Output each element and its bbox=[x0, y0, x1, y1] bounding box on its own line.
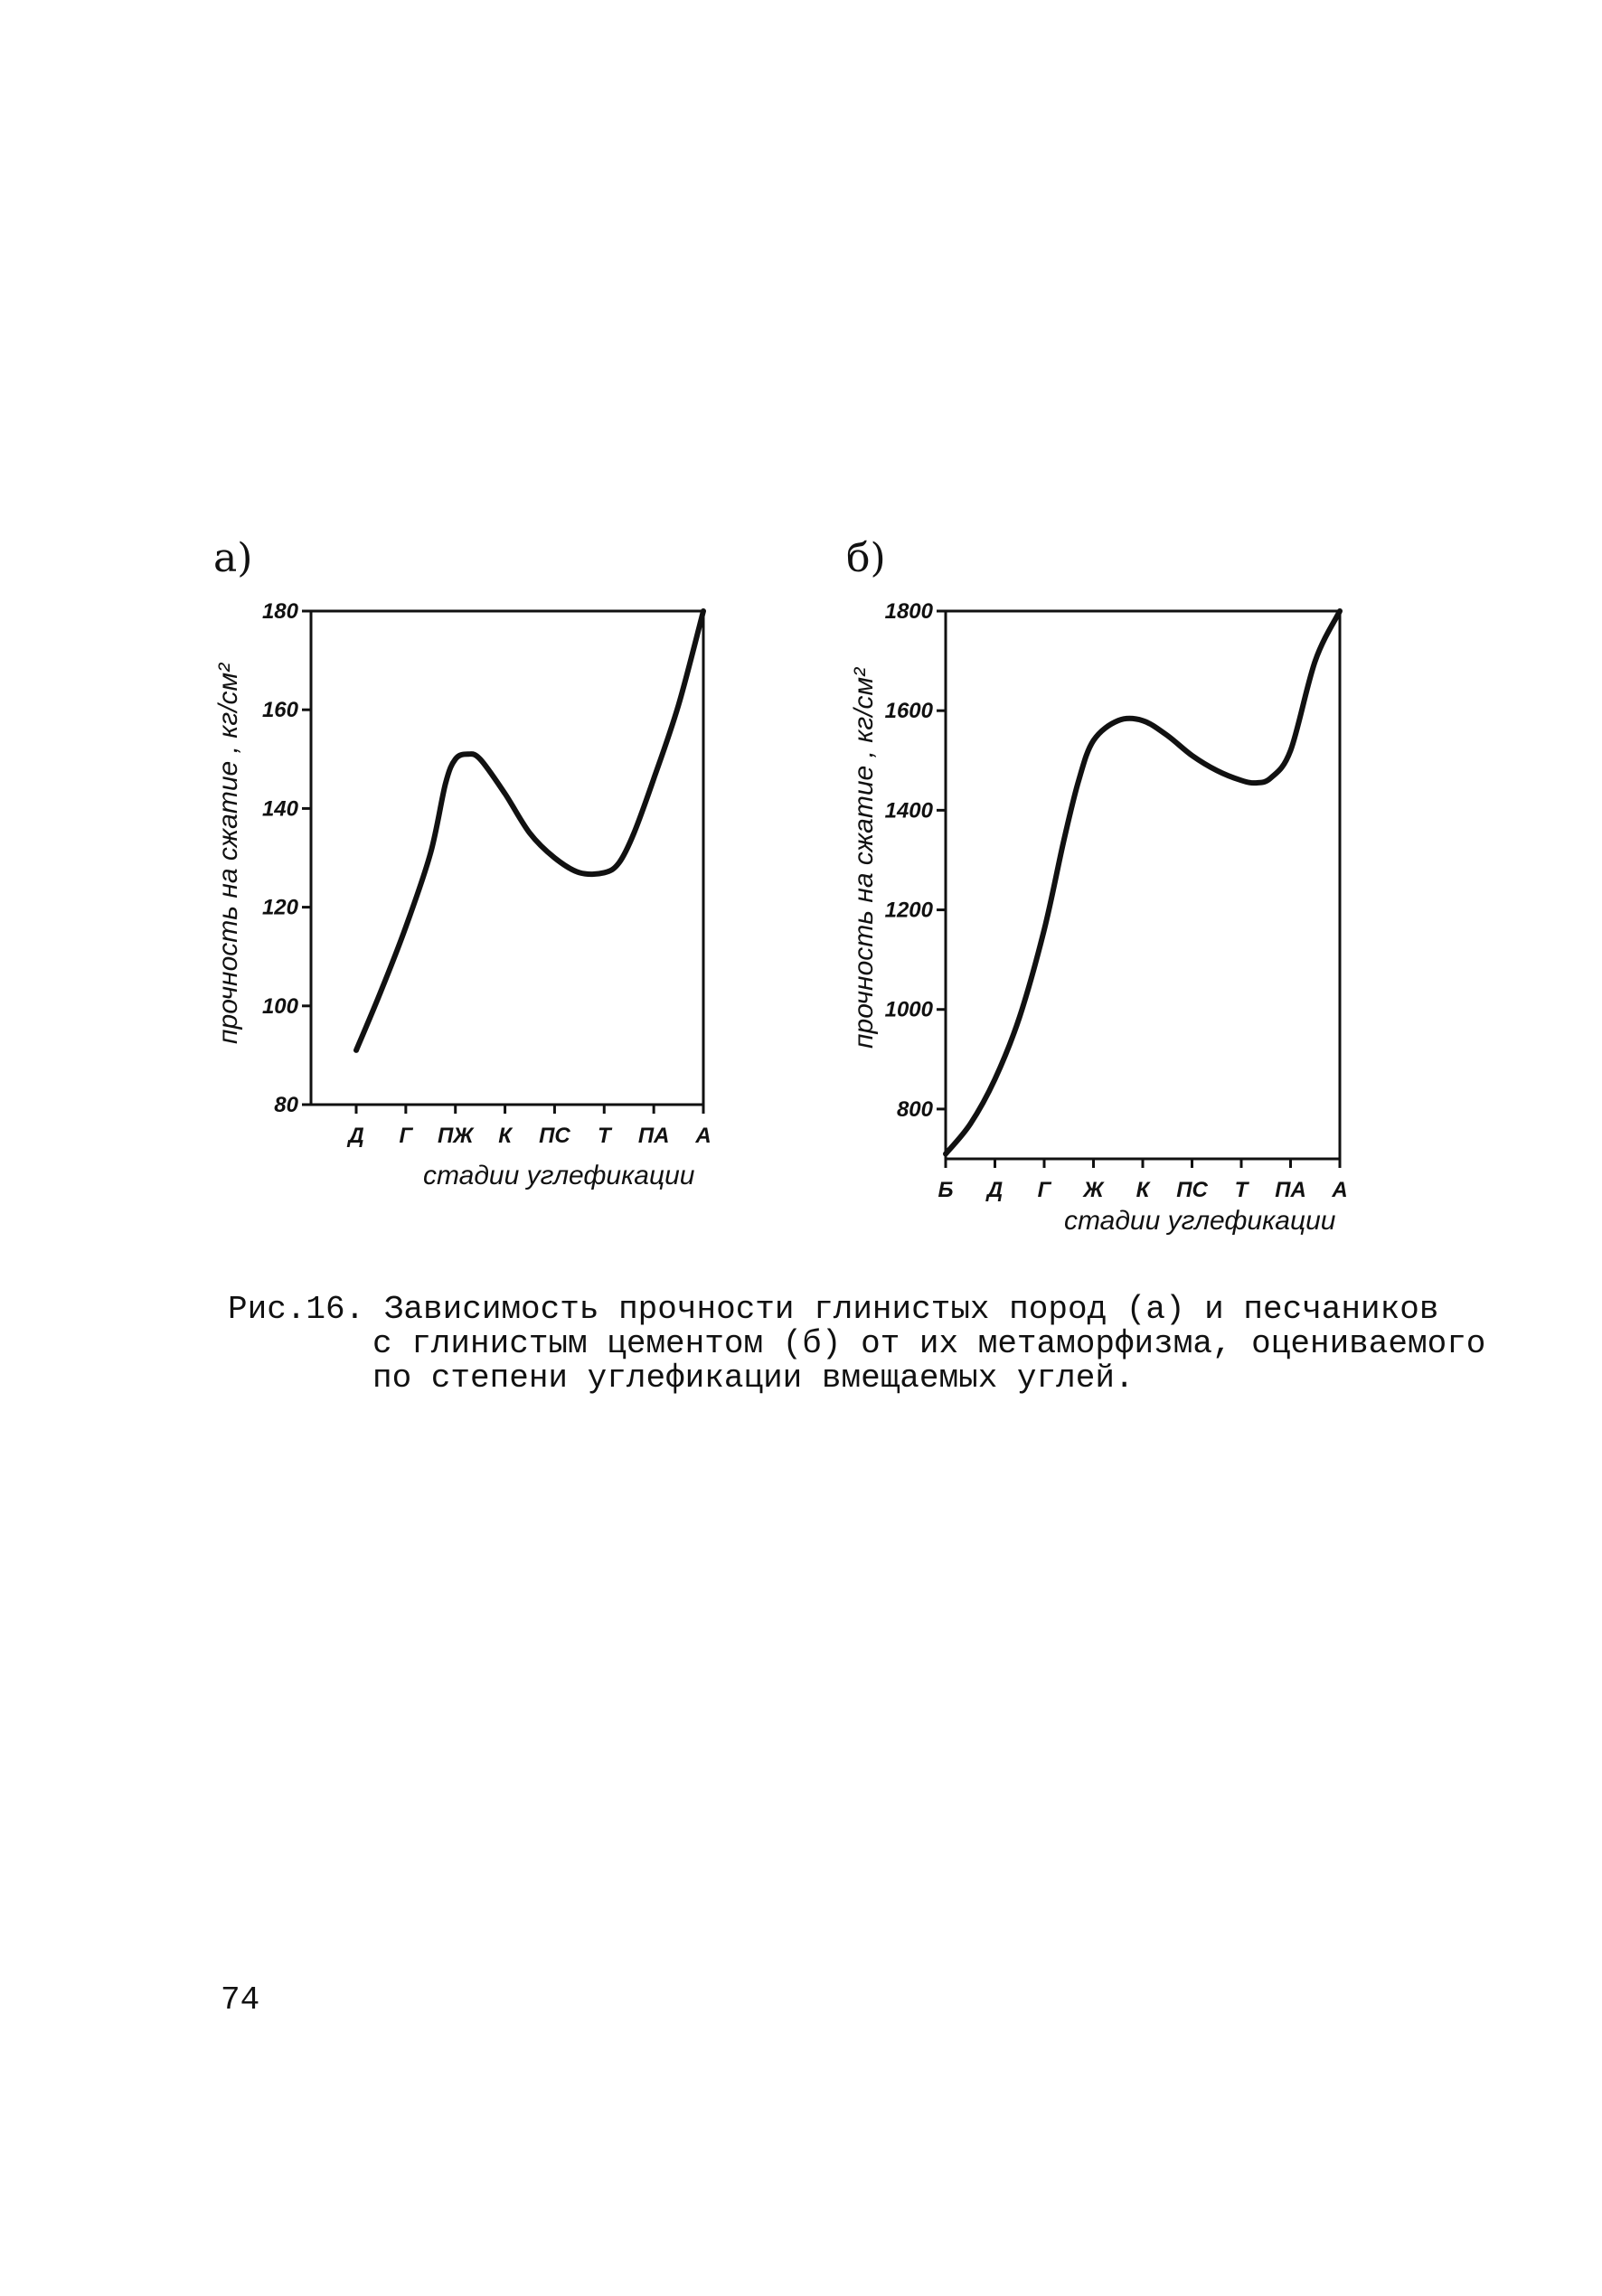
y-axis-label-a: прочность на сжатие , кг/см² bbox=[213, 663, 243, 1044]
chart-panel-b: б) 800 1000 1200 1400 1600 1800 Б Д Г Ж К ПС Т ПА А п… bbox=[846, 535, 1348, 1236]
y-ticks-b: 800 1000 1200 1400 1600 1800 bbox=[885, 599, 946, 1122]
y-tick-label: 180 bbox=[262, 599, 299, 624]
x-tick-label: А bbox=[1331, 1178, 1347, 1202]
y-tick-label: 120 bbox=[262, 896, 299, 920]
x-tick-label: Д bbox=[985, 1178, 1003, 1202]
figure-caption-line-3: по степени углефикации вмещаемых углей. bbox=[372, 1360, 1135, 1397]
x-tick-label: ПС bbox=[1176, 1178, 1208, 1202]
y-tick-label: 1200 bbox=[885, 899, 934, 923]
x-tick-label: ПЖ bbox=[438, 1124, 475, 1148]
series-line-b bbox=[943, 608, 1343, 1157]
plot-frame-b bbox=[944, 609, 1342, 1161]
x-tick-label: Д bbox=[346, 1124, 363, 1148]
x-tick-label: ПС bbox=[539, 1124, 570, 1148]
y-tick-label: 80 bbox=[274, 1093, 298, 1117]
chart-panel-a: а) 80 100 120 140 160 180 Д Г ПЖ К ПС Т ПА А прочнос… bbox=[213, 535, 711, 1190]
series-line-a bbox=[353, 608, 706, 1053]
y-tick-label: 1000 bbox=[885, 998, 934, 1022]
x-axis-label-a: стадии углефикации bbox=[423, 1161, 695, 1190]
y-tick-label: 800 bbox=[897, 1097, 934, 1122]
x-tick-label: Г bbox=[399, 1124, 413, 1148]
y-tick-label: 160 bbox=[262, 698, 299, 722]
y-tick-label: 140 bbox=[262, 796, 299, 821]
x-axis-label-b: стадии углефикации bbox=[1064, 1206, 1336, 1236]
x-tick-label: ПА bbox=[1275, 1178, 1306, 1202]
y-tick-label: 100 bbox=[262, 994, 299, 1019]
x-tick-label: ПА bbox=[638, 1124, 670, 1148]
x-tick-label: Б bbox=[938, 1178, 954, 1202]
y-tick-label: 1400 bbox=[885, 798, 934, 823]
y-ticks-a: 80 100 120 140 160 180 bbox=[262, 599, 311, 1117]
x-tick-label: Г bbox=[1038, 1178, 1052, 1202]
x-tick-label: Т bbox=[1235, 1178, 1250, 1202]
x-tick-label: К bbox=[498, 1124, 514, 1148]
x-tick-label: К bbox=[1136, 1178, 1152, 1202]
y-tick-label: 1600 bbox=[885, 699, 934, 723]
x-tick-label: А bbox=[694, 1124, 711, 1148]
y-axis-label-b: прочность на сжатие , кг/см² bbox=[849, 667, 879, 1049]
x-tick-label: Ж bbox=[1081, 1178, 1105, 1202]
page-number: 74 bbox=[221, 1981, 260, 2018]
x-ticks-b: Б Д Г Ж К ПС Т ПА А bbox=[938, 1159, 1348, 1202]
panel-label-b: б) bbox=[846, 535, 886, 581]
panel-label-a: а) bbox=[213, 535, 252, 581]
y-tick-label: 1800 bbox=[885, 599, 934, 624]
x-tick-label: Т bbox=[598, 1124, 613, 1148]
figure-caption-line-1: Рис.16. Зависимость прочности глинистых … bbox=[228, 1291, 1439, 1328]
plot-frame-a bbox=[309, 609, 705, 1106]
figure-caption-line-2: с глинистым цементом (б) от их метаморфи… bbox=[372, 1325, 1486, 1362]
x-ticks-a: Д Г ПЖ К ПС Т ПА А bbox=[346, 1105, 711, 1148]
